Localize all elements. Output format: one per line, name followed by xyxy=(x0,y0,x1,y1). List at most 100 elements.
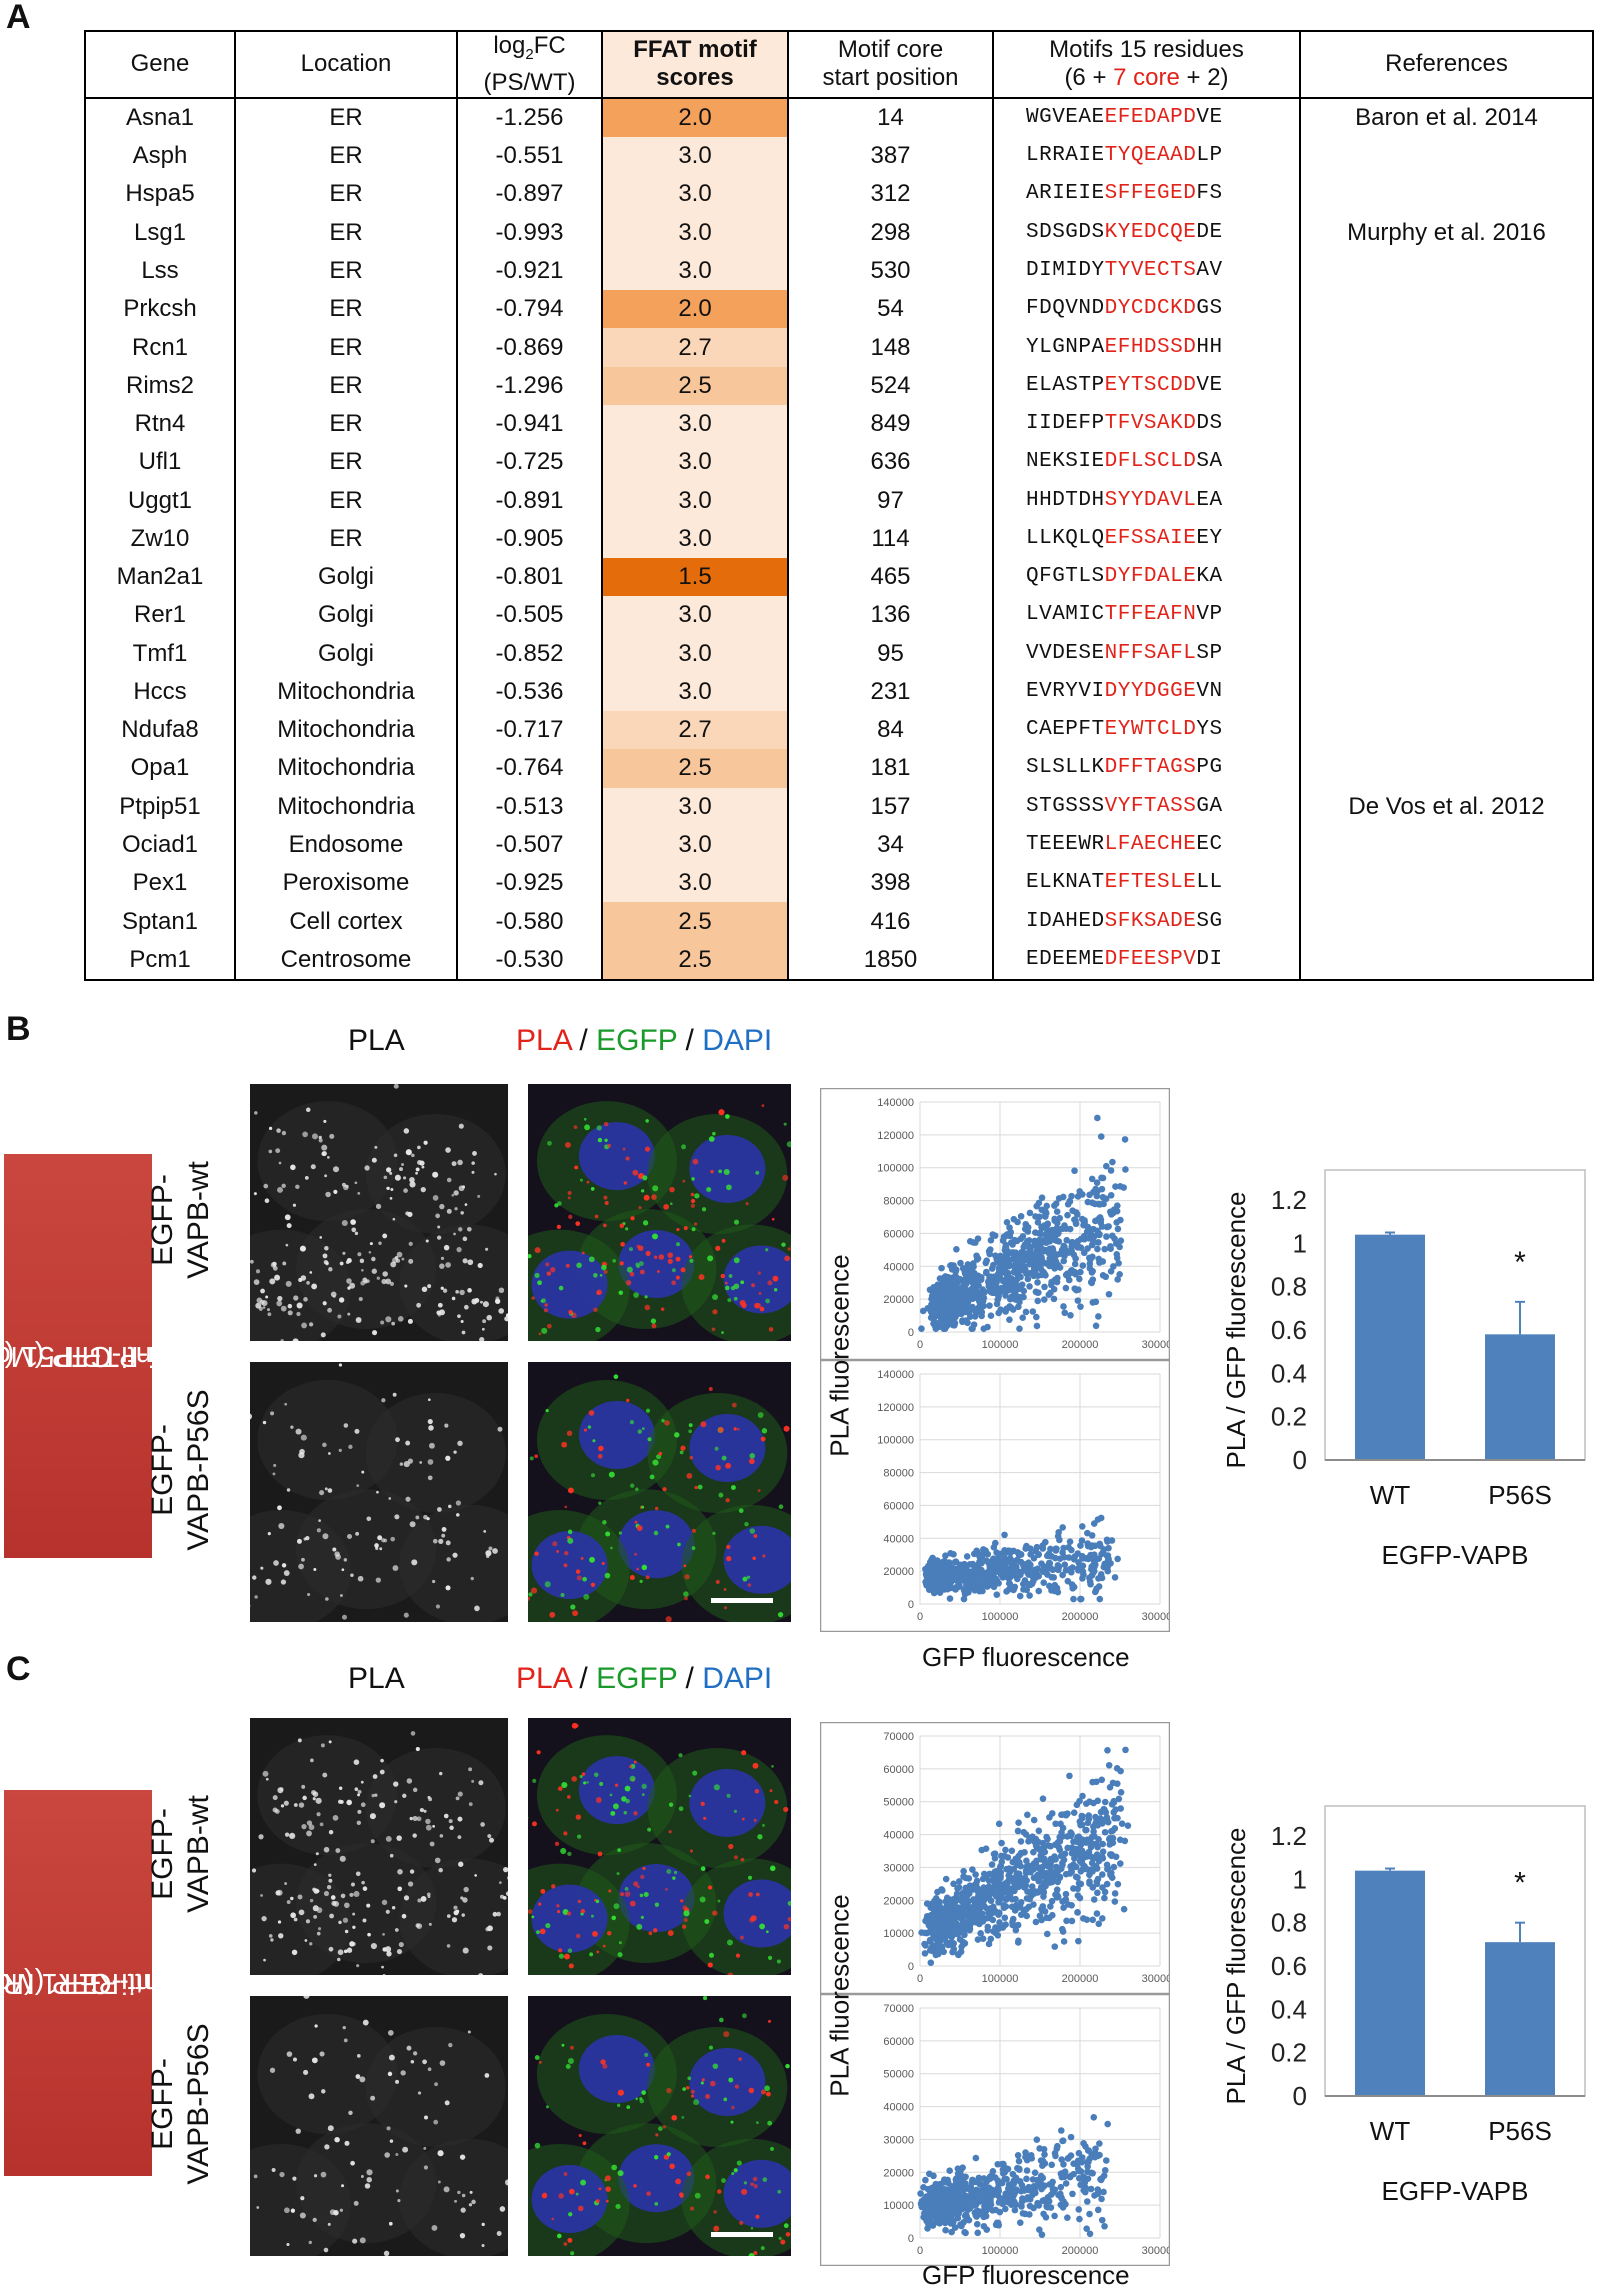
puncta xyxy=(583,1428,588,1432)
puncta xyxy=(544,1303,548,1307)
puncta xyxy=(412,1833,417,1838)
puncta xyxy=(427,1459,434,1465)
data-point xyxy=(933,2204,941,2212)
puncta xyxy=(439,1309,445,1316)
data-point xyxy=(1033,2176,1041,2184)
y-tick-label: 0 xyxy=(908,2233,914,2245)
cell-gene: Asna1 xyxy=(84,97,236,138)
y-tick-label: 60000 xyxy=(883,1500,914,1512)
puncta xyxy=(448,2042,453,2048)
puncta xyxy=(385,1278,392,1285)
data-point xyxy=(1087,2185,1095,2193)
puncta xyxy=(749,1453,756,1459)
data-point xyxy=(933,2192,940,2200)
puncta xyxy=(328,1878,333,1883)
puncta xyxy=(262,1306,266,1309)
cell-start: 387 xyxy=(787,137,994,176)
data-point xyxy=(1041,1283,1048,1291)
data-point xyxy=(1099,1848,1107,1855)
puncta xyxy=(633,2184,637,2188)
cell-motif: QFGTLSDYFDALEKA xyxy=(992,557,1301,597)
puncta xyxy=(275,1148,281,1154)
data-point xyxy=(1035,1872,1042,1879)
puncta xyxy=(451,1296,456,1301)
puncta xyxy=(278,1522,285,1530)
puncta xyxy=(641,1505,645,1509)
puncta xyxy=(260,1566,264,1570)
data-point xyxy=(989,2167,997,2175)
data-point xyxy=(1023,2167,1031,2174)
condition-label-b-wt: EGFP- VAPB-wt xyxy=(146,1161,215,1279)
data-point xyxy=(1000,2160,1007,2168)
puncta xyxy=(633,1292,639,1298)
puncta xyxy=(437,2150,444,2157)
puncta xyxy=(342,1251,346,1255)
puncta xyxy=(273,1560,279,1566)
nucleus xyxy=(618,2144,695,2213)
cell-reference xyxy=(1299,443,1594,482)
data-point xyxy=(1051,1581,1059,1589)
data-point xyxy=(978,1312,985,1320)
data-point xyxy=(1060,1193,1067,1201)
cell-log2fc: -0.891 xyxy=(456,481,603,520)
y-tick-label: 0 xyxy=(1293,1445,1307,1475)
data-point xyxy=(1057,2127,1065,2134)
puncta xyxy=(457,1816,463,1822)
data-point xyxy=(929,1288,937,1296)
data-point xyxy=(1099,1871,1106,1878)
puncta xyxy=(701,1207,707,1212)
data-point xyxy=(1105,1761,1113,1769)
table-row: Ptpip51 Mitochondria -0.513 3.0 157 STGSSSVYF… xyxy=(84,787,1594,826)
puncta xyxy=(541,1298,547,1304)
nucleus xyxy=(531,1884,608,1953)
data-point xyxy=(932,1559,939,1567)
puncta xyxy=(634,1552,638,1556)
puncta xyxy=(507,1875,508,1880)
puncta xyxy=(393,1781,399,1787)
data-point xyxy=(986,1302,993,1309)
puncta xyxy=(487,1834,492,1838)
data-point xyxy=(1026,1283,1033,1290)
data-point xyxy=(1031,2169,1039,2176)
data-point xyxy=(1017,1911,1025,1919)
data-point xyxy=(1079,1792,1086,1800)
data-point xyxy=(949,1948,956,1956)
puncta xyxy=(320,1332,326,1338)
puncta xyxy=(440,1286,444,1290)
puncta xyxy=(319,2051,325,2057)
puncta xyxy=(376,1276,380,1280)
puncta xyxy=(286,1488,291,1492)
puncta xyxy=(568,1309,573,1315)
data-point xyxy=(978,1846,986,1854)
cell-ffat-score: 2.0 xyxy=(601,97,789,138)
puncta xyxy=(256,1297,263,1304)
data-point xyxy=(1066,1772,1073,1780)
data-point xyxy=(1037,1265,1045,1273)
puncta xyxy=(436,1235,442,1240)
cell-haze xyxy=(257,1380,398,1500)
puncta xyxy=(286,2051,293,2057)
x-tick-label: WT xyxy=(1370,1480,1411,1510)
data-point xyxy=(977,1582,985,1589)
puncta xyxy=(618,1531,622,1535)
data-point xyxy=(1047,1903,1054,1910)
puncta xyxy=(308,2240,312,2245)
cell-reference xyxy=(1299,175,1594,214)
cell-reference xyxy=(1299,366,1594,405)
data-point xyxy=(1003,1231,1011,1238)
puncta xyxy=(546,1271,552,1276)
cell-gene: Zw10 xyxy=(84,519,236,558)
ffat-motif-table: Gene Location log2FC (PS/WT) FFAT motif sc… xyxy=(84,30,1594,982)
puncta xyxy=(409,1869,415,1874)
puncta xyxy=(325,1191,331,1198)
data-point xyxy=(1077,1303,1084,1310)
puncta xyxy=(409,1816,413,1821)
puncta xyxy=(403,1612,409,1618)
data-point xyxy=(982,1547,989,1554)
data-point xyxy=(984,1927,992,1934)
puncta xyxy=(316,1812,321,1817)
puncta xyxy=(733,2168,738,2173)
data-point xyxy=(1022,1250,1030,1257)
data-point xyxy=(1057,1865,1065,1873)
data-point xyxy=(1024,2194,1031,2201)
